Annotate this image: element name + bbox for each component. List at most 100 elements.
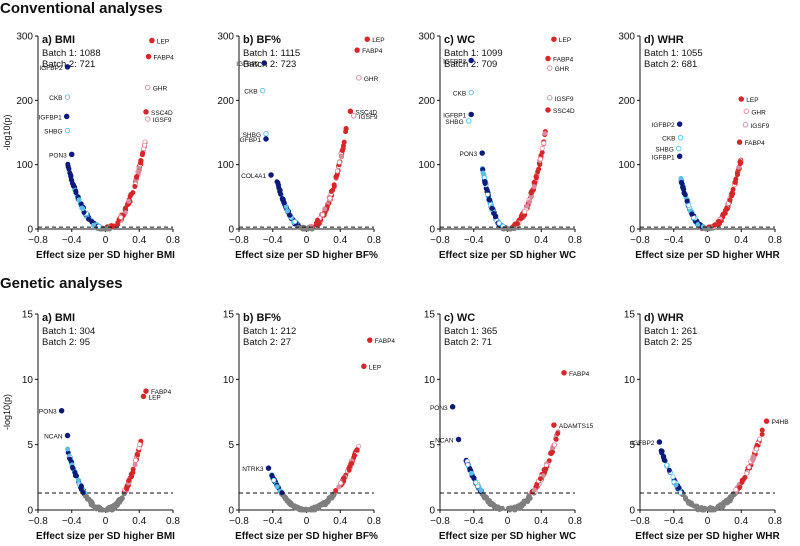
data-point [341,139,347,145]
highlight-point-lep [361,363,367,370]
point-label: FABP4 [362,48,383,55]
x-tick-label: −0.8 [28,516,48,527]
x-tick-label: 0.4 [132,516,146,527]
highlight-point-igfbp2 [468,57,474,64]
data-point [542,131,548,137]
highlight-point-ghr [144,84,151,91]
data-point [689,211,695,217]
y-tick-label: 5 [629,440,635,451]
data-point [676,485,682,491]
data-point [122,205,128,211]
point-label: GHR [555,66,570,73]
y-tick-label: 0 [228,225,234,236]
x-tick-label: 0.4 [132,235,146,246]
x-tick-label: 0.4 [734,235,748,246]
data-point [336,484,342,490]
data-point [271,477,277,483]
x-tick-label: 0.8 [768,516,782,527]
data-point [124,486,130,492]
point-label: SSC4D [553,108,575,115]
data-point [543,466,549,472]
point-label: SHBG [243,132,261,139]
point-cloud [658,427,765,513]
highlight-point-lep [149,37,155,44]
x-tick-label: −0.4 [664,235,684,246]
point-label: NTRK3 [242,466,264,473]
data-point [129,474,135,480]
data-point [137,441,143,447]
data-point [130,466,136,472]
point-label: FABP4 [151,389,172,396]
data-point [314,222,320,228]
batch-count: Batch 1: 261 [644,326,697,337]
point-label: IGSF9 [750,123,769,130]
data-point [86,216,92,222]
data-point [744,470,750,476]
batch-count: Batch 2: 27 [243,337,291,348]
data-point [132,184,138,190]
data-point [484,187,490,193]
data-point [757,436,763,442]
highlight-point-shbg [465,118,472,124]
data-point [281,200,287,206]
highlight-point-ncan [455,436,462,443]
data-point [138,158,144,164]
x-tick-label: 0.8 [166,235,180,246]
highlight-point-fabp4 [354,47,360,53]
x-tick-label: −0.8 [430,235,450,246]
data-point [346,465,352,471]
y-tick-label: 0 [629,506,635,517]
data-point [283,204,289,210]
x-tick-label: 0 [505,235,511,246]
highlight-point-fabp4 [561,370,567,376]
data-point [695,222,701,228]
point-label: GHR [751,109,766,116]
data-point [67,456,73,462]
y-tick-label: 100 [618,160,635,171]
point-label: SHBG [655,147,673,154]
data-point [295,506,301,512]
data-point [334,168,340,174]
batch-count: Batch 2: 681 [644,59,697,70]
highlight-point-igfbp1 [468,111,474,118]
panel-title: a) BMI [42,34,75,46]
panel-conventional-3: 0 100 200 300 −0.8 −0.4 0 0.4 0.8 Effect size per… [618,32,782,262]
highlight-point-pon3 [68,151,75,158]
x-axis-label: Effect size per SD higher WHR [635,531,780,542]
data-point [746,464,752,470]
data-point [666,467,672,473]
x-tick-label: 0 [103,516,109,527]
data-point [349,461,355,467]
data-point [737,161,743,167]
data-point [93,506,99,512]
point-label: NCAN [435,437,454,444]
data-point [134,452,140,458]
point-label: PON3 [459,151,477,158]
data-point [84,496,90,502]
panel-title: c) WC [444,312,475,324]
data-point [486,500,492,506]
data-point [682,192,688,198]
data-point [684,198,690,204]
data-point [115,221,121,227]
x-tick-label: −0.8 [28,235,48,246]
section-title-genetic: Genetic analyses [0,275,123,292]
data-point [338,153,344,159]
data-point [99,506,105,512]
data-point [338,480,344,486]
data-point [126,477,132,483]
data-point [278,191,284,197]
point-label: P4HB [772,419,789,426]
data-point [106,505,112,511]
highlight-point-igfbp1 [676,153,683,160]
data-point [285,208,291,214]
x-tick-label: −0.4 [263,516,283,527]
data-point [732,179,738,185]
data-point [664,462,670,468]
point-cloud [65,438,144,513]
point-label: ADAMTS15 [559,423,594,430]
data-point [670,474,676,480]
data-point [535,169,541,175]
panel-title: b) BF% [243,34,281,46]
data-point [508,505,514,511]
